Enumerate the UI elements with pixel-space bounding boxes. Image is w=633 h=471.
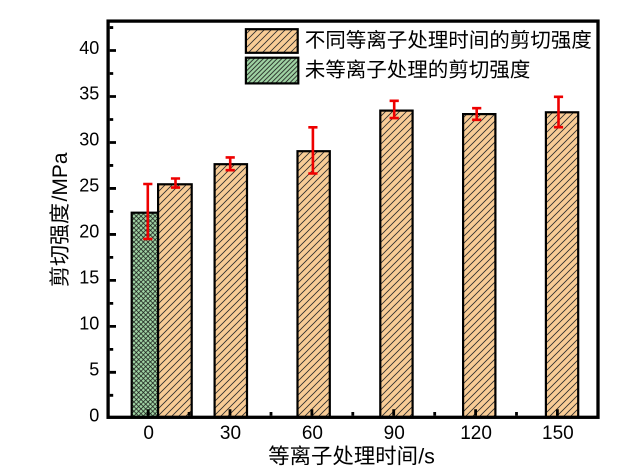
svg-text:5: 5 <box>89 360 99 380</box>
svg-text:0: 0 <box>143 423 154 444</box>
svg-text:25: 25 <box>79 176 99 196</box>
svg-text:20: 20 <box>79 222 99 242</box>
svg-text:60: 60 <box>302 423 323 444</box>
svg-text:90: 90 <box>384 423 405 444</box>
svg-text:30: 30 <box>79 130 99 150</box>
svg-text:0: 0 <box>89 406 99 426</box>
svg-text:40: 40 <box>79 38 99 58</box>
svg-text:35: 35 <box>79 84 99 104</box>
svg-text:15: 15 <box>79 268 99 288</box>
svg-text:120: 120 <box>460 423 492 444</box>
svg-text:/s: /s <box>418 444 435 468</box>
svg-text:10: 10 <box>79 314 99 334</box>
svg-text:/MPa: /MPa <box>49 152 72 201</box>
svg-text:150: 150 <box>542 423 574 444</box>
svg-text:30: 30 <box>220 423 241 444</box>
